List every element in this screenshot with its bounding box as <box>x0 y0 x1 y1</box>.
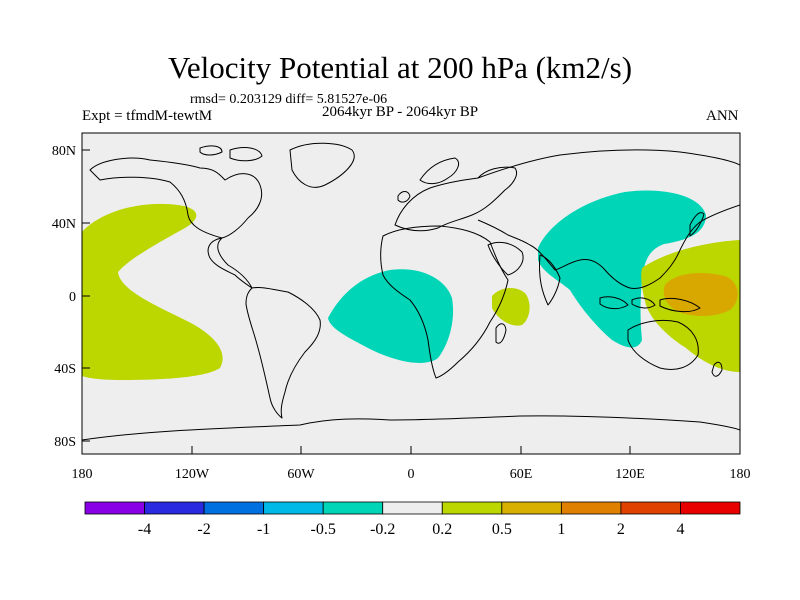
colorbar-label: -0.5 <box>311 521 336 538</box>
y-tick-labels: 80N 40N 0 40S 80S <box>52 144 76 450</box>
x-tick-120e: 120E <box>615 467 645 482</box>
experiment-label: Expt = tfmdM-tewtM <box>82 108 213 124</box>
colorbar-swatch <box>680 501 741 515</box>
colorbar-swatch <box>84 501 145 515</box>
colorbar-swatch <box>501 501 562 515</box>
y-tick-0: 0 <box>69 290 76 305</box>
plot-title: Velocity Potential at 200 hPa (km2/s) <box>167 50 633 85</box>
period-label: 2064kyr BP - 2064kyr BP <box>322 104 479 120</box>
contour-negative-atlantic <box>328 269 454 363</box>
contour-positive-core <box>663 273 738 316</box>
colorbar-swatch <box>322 501 384 515</box>
colorbar-label: 2 <box>617 521 625 538</box>
stats-line: rmsd= 0.203129 diff= 5.81527e-06 <box>190 92 388 107</box>
x-tick-180e: 180 <box>730 467 751 482</box>
x-tick-60e: 60E <box>510 467 533 482</box>
y-tick-40n: 40N <box>52 217 76 232</box>
colorbar-label: -4 <box>138 521 151 538</box>
contour-layer <box>82 142 740 441</box>
y-tick-80n: 80N <box>52 144 76 159</box>
colorbar-swatch <box>263 501 324 515</box>
colorbar-swatch <box>441 501 503 515</box>
colorbar-label: 0.2 <box>432 521 452 538</box>
colorbar-label: 4 <box>676 521 684 538</box>
colorbar-label: -2 <box>197 521 210 538</box>
contour-positive-pacific <box>82 203 223 380</box>
colorbar-labels: -4 -2 -1 -0.5 -0.2 0.2 0.5 1 2 4 <box>138 521 685 538</box>
x-tick-180w: 180 <box>72 467 93 482</box>
x-tick-120w: 120W <box>175 467 210 482</box>
x-tick-0: 0 <box>408 467 415 482</box>
x-axis <box>81 446 741 454</box>
coastlines <box>82 142 740 441</box>
x-tick-60w: 60W <box>287 467 315 482</box>
colorbar-label: 0.5 <box>492 521 512 538</box>
colorbar-label: 1 <box>557 521 565 538</box>
x-tick-labels: 180 120W 60W 0 60E 120E 180 <box>72 467 751 482</box>
colorbar-swatch <box>560 501 622 515</box>
contour-positive-indian <box>492 287 530 326</box>
colorbar-label: -1 <box>257 521 270 538</box>
y-tick-40s: 40S <box>54 362 76 377</box>
colorbar-label: -0.2 <box>370 521 395 538</box>
season-label: ANN <box>706 108 739 124</box>
colorbar-swatch <box>144 501 205 515</box>
y-axis <box>82 149 90 442</box>
colorbar-swatch <box>382 501 443 515</box>
colorbar <box>84 501 741 515</box>
y-tick-80s: 80S <box>54 435 76 450</box>
colorbar-swatch <box>620 501 681 515</box>
colorbar-swatch <box>203 501 265 515</box>
contour-negative-asia <box>538 190 706 348</box>
